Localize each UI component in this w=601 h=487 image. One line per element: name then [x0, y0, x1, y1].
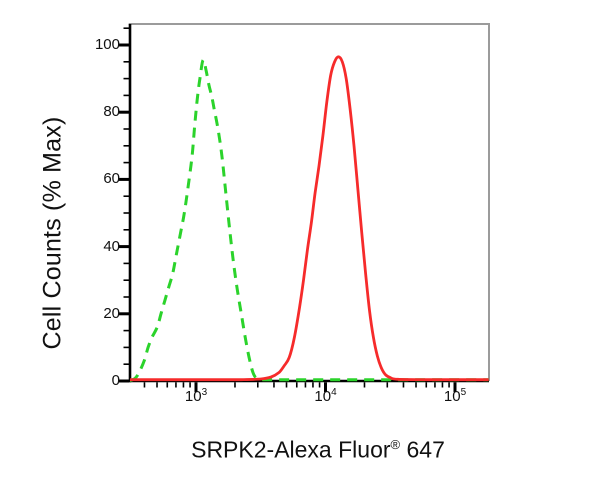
y-tick-label-60: 60 [103, 170, 120, 188]
y-tick-label-100: 100 [94, 36, 120, 53]
x-axis-title: SRPK2-Alexa Fluor® 647 [191, 437, 445, 464]
x-tick-label-10e5: 105 [443, 387, 467, 406]
control-histogram-curve [129, 58, 489, 382]
y-tick-label-0: 0 [111, 372, 120, 389]
x-axis-title-suffix: 647 [400, 436, 445, 463]
x-tick-label-10e4: 104 [314, 387, 337, 406]
y-tick-label-40: 40 [103, 237, 120, 255]
srpk2-histogram-curve [130, 55, 489, 382]
y-tick-label-20: 20 [103, 304, 120, 322]
y-axis-title: Cell Counts (% Max) [39, 116, 68, 349]
x-axis-ticks [143, 382, 457, 392]
y-axis-ticks [118, 27, 129, 383]
x-axis-title-text: SRPK2-Alexa Fluor [191, 436, 391, 463]
x-tick-label-10e3: 103 [184, 387, 208, 406]
y-axis-title-text: Cell Counts (% Max) [38, 116, 67, 350]
y-tick-label-80: 80 [103, 103, 120, 121]
registered-trademark-symbol: ® [390, 436, 401, 452]
